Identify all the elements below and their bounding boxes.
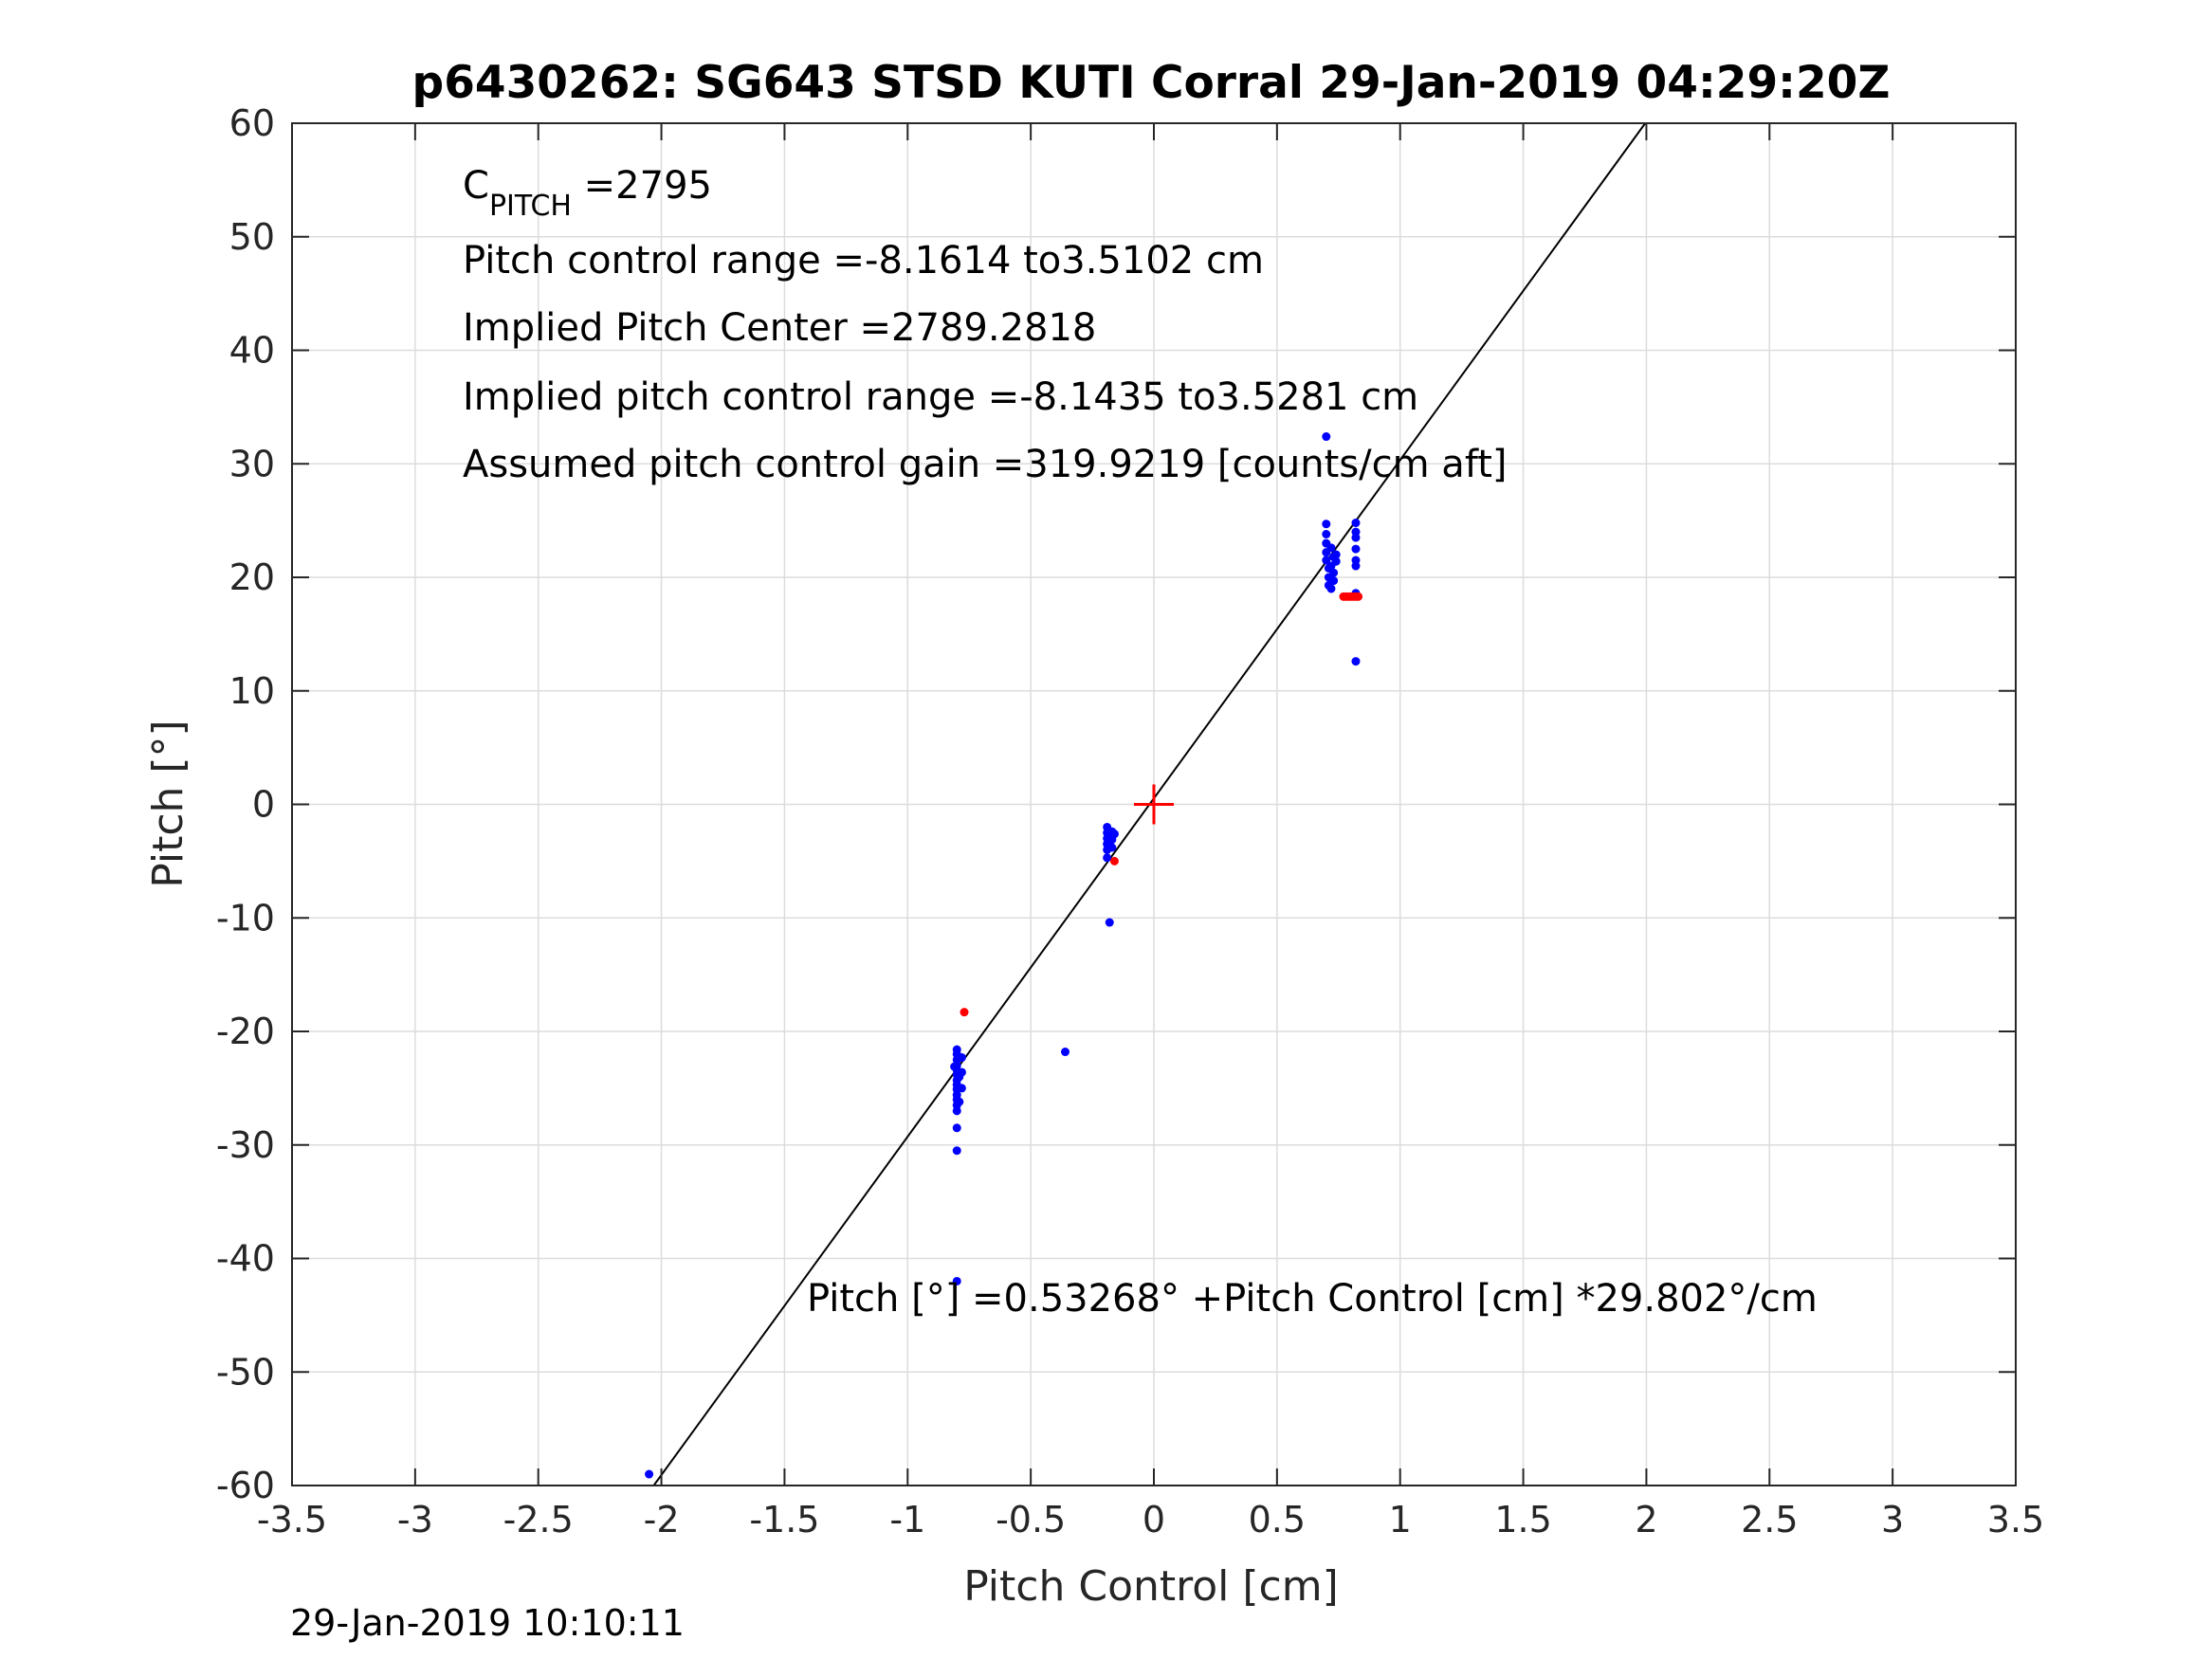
x-tick-label: -1 bbox=[889, 1499, 925, 1540]
y-axis-label: Pitch [°] bbox=[144, 720, 192, 887]
y-tick-label: 30 bbox=[229, 443, 275, 484]
x-tick-label: 2.5 bbox=[1741, 1499, 1798, 1540]
data-point bbox=[957, 1053, 966, 1063]
x-tick-label: -3.5 bbox=[257, 1499, 327, 1540]
data-point bbox=[1103, 853, 1112, 863]
x-tick-label: 3 bbox=[1881, 1499, 1904, 1540]
data-point bbox=[1329, 568, 1339, 577]
data-point bbox=[1331, 556, 1341, 566]
x-tick-label: 1 bbox=[1389, 1499, 1412, 1540]
y-tick-label: 40 bbox=[229, 330, 275, 372]
x-tick-label: 3.5 bbox=[1987, 1499, 2044, 1540]
data-point bbox=[1322, 520, 1331, 529]
data-point bbox=[955, 1097, 964, 1106]
data-point bbox=[1354, 592, 1363, 601]
fit-equation-annotation: Pitch [°] =0.53268° +Pitch Control [cm] … bbox=[807, 1277, 1818, 1321]
data-point bbox=[645, 1469, 654, 1479]
control-range-annotation: Pitch control range =-8.1614 to3.5102 cm bbox=[463, 239, 1264, 283]
data-point bbox=[1105, 918, 1114, 927]
data-point bbox=[1351, 519, 1361, 528]
data-point bbox=[960, 1008, 969, 1017]
x-tick-label: 0.5 bbox=[1249, 1499, 1306, 1540]
data-point bbox=[957, 1084, 966, 1093]
chart-title: p6430262: SG643 STSD KUTI Corral 29-Jan-… bbox=[412, 57, 1891, 109]
cpitch-value: =2795 bbox=[572, 164, 712, 208]
x-tick-label: -1.5 bbox=[749, 1499, 819, 1540]
y-tick-label: -40 bbox=[216, 1238, 275, 1280]
data-point bbox=[1326, 584, 1336, 593]
data-point bbox=[1351, 533, 1361, 542]
y-tick-label: -50 bbox=[216, 1351, 275, 1393]
y-tick-label: 0 bbox=[252, 784, 275, 826]
y-tick-label: -10 bbox=[216, 897, 275, 939]
y-tick-label: 20 bbox=[229, 556, 275, 598]
x-tick-label: 2 bbox=[1635, 1499, 1657, 1540]
data-point bbox=[952, 1106, 961, 1116]
data-point bbox=[1351, 544, 1361, 554]
data-point bbox=[952, 1123, 961, 1133]
data-point bbox=[952, 1276, 961, 1285]
data-point bbox=[1107, 843, 1117, 852]
data-point bbox=[1331, 550, 1341, 559]
data-point bbox=[1322, 432, 1331, 442]
x-axis-label: Pitch Control [cm] bbox=[963, 1562, 1339, 1611]
data-point bbox=[1061, 1048, 1070, 1057]
y-tick-label: 60 bbox=[229, 102, 275, 144]
data-point bbox=[1109, 830, 1119, 839]
implied-range-annotation: Implied pitch control range =-8.1435 to3… bbox=[463, 375, 1418, 419]
data-point bbox=[952, 1146, 961, 1156]
data-point bbox=[1351, 657, 1361, 666]
x-tick-label: -2.5 bbox=[503, 1499, 574, 1540]
data-point bbox=[1109, 856, 1119, 866]
x-tick-label: -0.5 bbox=[996, 1499, 1066, 1540]
x-tick-label: -2 bbox=[644, 1499, 680, 1540]
timestamp: 29-Jan-2019 10:10:11 bbox=[290, 1602, 685, 1644]
y-tick-label: -60 bbox=[216, 1465, 275, 1506]
center-marker-group bbox=[1134, 784, 1174, 825]
y-tick-label: -30 bbox=[216, 1124, 275, 1166]
x-tick-label: 1.5 bbox=[1494, 1499, 1551, 1540]
data-point bbox=[955, 1072, 964, 1082]
y-tick-label: 50 bbox=[229, 216, 275, 258]
x-tick-label: -3 bbox=[397, 1499, 433, 1540]
data-points bbox=[645, 432, 1363, 1479]
data-point bbox=[1322, 556, 1331, 565]
data-point bbox=[1322, 529, 1331, 538]
data-point bbox=[950, 1062, 960, 1071]
data-point bbox=[1329, 576, 1339, 586]
axis-ticks: -3.5 -3 -2.5 -2 -1.5 -1 -0.5 0 0.5 1 1.5 2 2.5 3 3.5 -6… bbox=[216, 102, 2044, 1540]
data-point bbox=[1326, 543, 1336, 553]
implied-center-annotation: Implied Pitch Center =2789.2818 bbox=[463, 306, 1096, 350]
x-tick-label: 0 bbox=[1143, 1499, 1165, 1540]
y-tick-label: 10 bbox=[229, 670, 275, 712]
cpitch-annotation: CPITCH =2795 bbox=[463, 164, 712, 223]
data-point bbox=[1351, 561, 1361, 571]
assumed-gain-annotation: Assumed pitch control gain =319.9219 [co… bbox=[463, 443, 1507, 486]
cpitch-main: C bbox=[463, 164, 489, 208]
y-tick-label: -20 bbox=[216, 1011, 275, 1052]
cpitch-subscript: PITCH bbox=[489, 190, 572, 223]
